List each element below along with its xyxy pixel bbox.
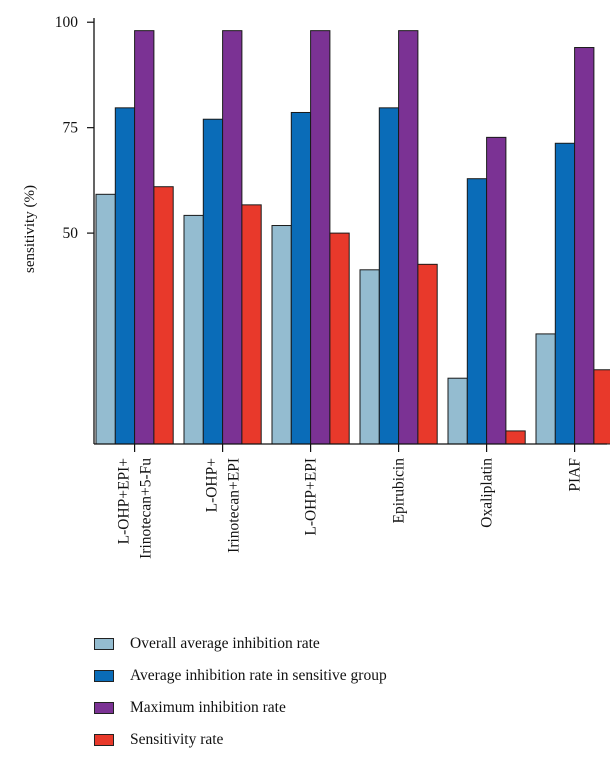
legend-swatch xyxy=(94,670,114,682)
bar xyxy=(505,430,526,445)
legend-swatch xyxy=(94,638,114,650)
bar xyxy=(290,111,312,445)
x-tick-labels: L-OHP+EPI+ Irinotecan+5-Fu L-OHP+ Irinoteca… xyxy=(116,458,584,559)
bar xyxy=(378,107,400,445)
legend-swatch xyxy=(94,702,114,714)
legend-item: Sensitivity rate xyxy=(94,726,387,754)
bar xyxy=(574,47,595,445)
axes-layer: 50 75 100 xyxy=(55,14,607,452)
bar xyxy=(202,118,224,445)
bar xyxy=(593,369,610,445)
x-tick-label: Oxaliplatin xyxy=(479,458,496,528)
x-tick-label: L-OHP+ Irinotecan+EPI xyxy=(204,458,243,553)
bar xyxy=(134,30,155,445)
bar xyxy=(222,30,243,445)
bar xyxy=(486,136,507,445)
y-tick-label: 75 xyxy=(63,120,79,137)
bar xyxy=(310,30,331,445)
bar xyxy=(535,333,556,445)
x-tick-label: L-OHP+EPI+ Irinotecan+5-Fu xyxy=(116,458,155,559)
legend-item: Maximum inhibition rate xyxy=(94,694,387,722)
legend-item: Overall average inhibition rate xyxy=(94,630,387,658)
legend-label: Average inhibition rate in sensitive gro… xyxy=(130,667,387,684)
bar xyxy=(241,204,262,445)
bar xyxy=(466,178,488,445)
bar xyxy=(398,30,419,445)
y-tick-label: 50 xyxy=(63,225,79,242)
bar xyxy=(153,186,174,445)
legend-label: Maximum inhibition rate xyxy=(130,699,286,716)
bar xyxy=(447,377,468,445)
bar xyxy=(95,193,116,445)
y-axis-label: sensitivity (%) xyxy=(22,185,38,273)
bar xyxy=(329,232,350,445)
bar xyxy=(271,225,292,445)
x-tick-label: Epirubicin xyxy=(391,458,408,524)
bar xyxy=(359,269,380,445)
legend-swatch xyxy=(94,734,114,746)
legend-label: Sensitivity rate xyxy=(130,731,224,748)
bar xyxy=(183,214,204,445)
bars-layer xyxy=(95,30,610,445)
y-tick-label: 100 xyxy=(55,14,79,31)
legend: Overall average inhibition rate Average … xyxy=(94,630,387,758)
legend-label: Overall average inhibition rate xyxy=(130,635,320,652)
legend-item: Average inhibition rate in sensitive gro… xyxy=(94,662,387,690)
bar-chart: 50 75 100 L-OHP+EPI+ Irinotecan+5-Fu L-OHP+ I… xyxy=(22,14,610,559)
bar xyxy=(417,263,438,445)
bar xyxy=(554,142,576,445)
bar xyxy=(114,107,136,445)
x-tick-label: PIAF xyxy=(567,458,584,492)
x-tick-label: L-OHP+EPI xyxy=(303,458,320,536)
